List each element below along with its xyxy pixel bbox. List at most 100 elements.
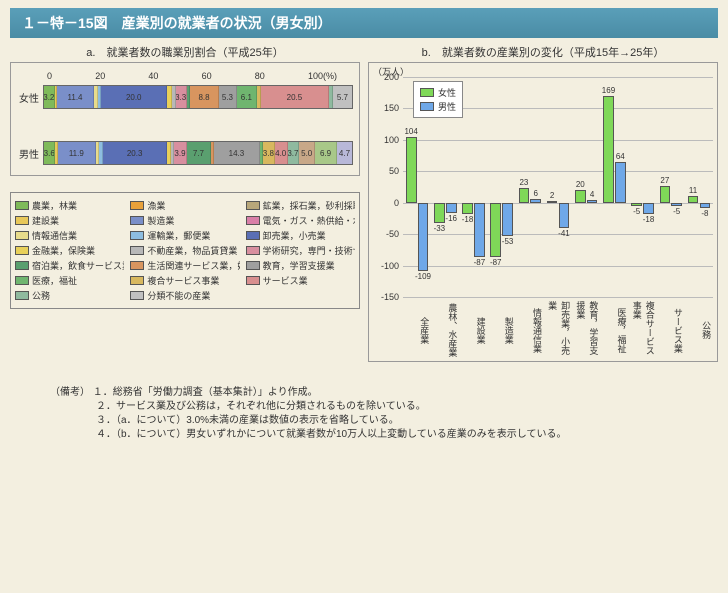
bar-group: 204 [572,77,600,297]
main-content: a. 就業者数の職業別割合（平成25年） 020406080100(%) 女性 … [0,38,728,362]
bar: 6 [530,199,541,203]
bar: -18 [643,203,654,214]
bar-group: 16964 [600,77,628,297]
legend-item: 鉱業，採石業，砂利採取業 [246,199,355,212]
bar: -109 [418,203,429,272]
segment: 3.3 [176,86,187,108]
bar-group: -5-18 [629,77,657,297]
legend-item: 金融業，保険業 [15,244,124,257]
x-label: 複合サービス事業 [629,299,657,359]
legend-item: 漁業 [130,199,239,212]
bar-group: 236 [516,77,544,297]
bar: -18 [462,203,473,214]
segment: 4.7 [337,142,352,164]
bar-group: -87-53 [488,77,516,297]
bar-group: 27-5 [657,77,685,297]
bar: -41 [559,203,570,229]
legend: 農業，林業漁業鉱業，採石業，砂利採取業建設業製造業電気・ガス・熱供給・水道業情報… [10,192,360,309]
segment: 5.0 [299,142,315,164]
figure-title: １－特－15図 産業別の就業者の状況（男女別） [10,8,718,38]
legend-item: 卸売業，小売業 [246,229,355,242]
legend-item: 公務 [15,289,124,302]
bar: -5 [631,203,642,206]
legend-item: 電気・ガス・熱供給・水道業 [246,214,355,227]
segment: 20.5 [261,86,329,108]
bar: -33 [434,203,445,224]
segment: 5.7 [333,86,352,108]
notes-header: （備考） [50,387,90,398]
male-row: 男性 3.611.9 20.3 3.97.714.3 3.84.03.75.06.94… [17,141,353,165]
legend-item: 学術研究，専門・技術サービス業 [246,244,355,257]
segment: 3.7 [288,142,300,164]
x-label: 製造業 [488,299,516,359]
bar: 64 [615,162,626,202]
legend-item: 医療，福祉 [15,274,124,287]
legend-item: 製造業 [130,214,239,227]
segment: 3.9 [174,142,186,164]
segment: 7.7 [187,142,211,164]
segment: 14.3 [214,142,259,164]
segment: 3.2 [44,86,55,108]
bar: -16 [446,203,457,213]
right-column: b. 就業者数の産業別の変化（平成15年→25年） （万人） -150-100-… [368,42,718,362]
x-label: サービス業 [657,299,685,359]
chart-b-title: b. 就業者数の産業別の変化（平成15年→25年） [368,44,718,60]
bar: 2 [547,201,558,203]
legend-item: 生活関連サービス業，娯楽業 [130,259,239,272]
bar: -5 [671,203,682,206]
bar-group: 2-41 [544,77,572,297]
bar: 4 [587,200,598,203]
female-row: 女性 3.211.420.03.38.85.36.120.55.7 [17,85,353,109]
chart-a: 020406080100(%) 女性 3.211.420.03.38.85.36… [10,62,360,176]
segment: 5.3 [219,86,237,108]
chart-b-xaxis: 全産業農林、水産業建設業製造業情報通信業卸売業，小売業教育，学習支援業医療，福祉… [403,299,713,359]
legend-item: 農業，林業 [15,199,124,212]
bar: -87 [474,203,485,258]
chart-a-axis: 020406080100(%) [17,71,353,81]
segment: 20.3 [103,142,167,164]
male-label: 男性 [17,146,43,161]
x-label: 農林、水産業 [431,299,459,359]
chart-b: （万人） -150-100-50050100150200 104-109-33-… [368,62,718,362]
bar: -87 [490,203,501,258]
legend-male: 男性 [438,100,456,113]
bar-group: -18-87 [459,77,487,297]
x-label: 建設業 [459,299,487,359]
bar: 20 [575,190,586,203]
x-label: 教育，学習支援業 [572,299,600,359]
legend-item: 建設業 [15,214,124,227]
segment: 11.4 [57,86,95,108]
female-bar: 3.211.420.03.38.85.36.120.55.7 [43,85,353,109]
legend-item: 複合サービス事業 [130,274,239,287]
x-label: 全産業 [403,299,431,359]
left-column: a. 就業者数の職業別割合（平成25年） 020406080100(%) 女性 … [10,42,360,362]
x-label: 卸売業，小売業 [544,299,572,359]
bar: -53 [502,203,513,236]
segment: 11.9 [58,142,96,164]
female-label: 女性 [17,90,43,105]
segment: 8.8 [190,86,219,108]
legend-item: 宿泊業，飲食サービス業 [15,259,124,272]
bar: 169 [603,96,614,202]
legend-item: 分類不能の産業 [130,289,239,302]
x-label: 公務 [685,299,713,359]
bar: 11 [688,196,699,203]
notes: （備考） １．総務省「労働力調査（基本集計）」より作成。２．サービス業及び公務は… [0,362,728,442]
segment: 6.1 [237,86,257,108]
x-label: 情報通信業 [516,299,544,359]
legend-item: 運輸業，郵便業 [130,229,239,242]
chart-a-title: a. 就業者数の職業別割合（平成25年） [10,44,360,60]
bar: 27 [660,186,671,203]
bar: 104 [406,137,417,202]
male-bar: 3.611.9 20.3 3.97.714.3 3.84.03.75.06.94.7 [43,141,353,165]
segment: 6.9 [315,142,337,164]
legend-item: 教育，学習支援業 [246,259,355,272]
segment: 4.0 [275,142,288,164]
bar-group: 11-8 [685,77,713,297]
bar: -8 [700,203,711,208]
chart-b-legend: 女性 男性 [413,81,463,118]
segment: 3.8 [263,142,275,164]
legend-female: 女性 [438,86,456,99]
bar: 23 [519,188,530,202]
segment: 3.6 [44,142,55,164]
